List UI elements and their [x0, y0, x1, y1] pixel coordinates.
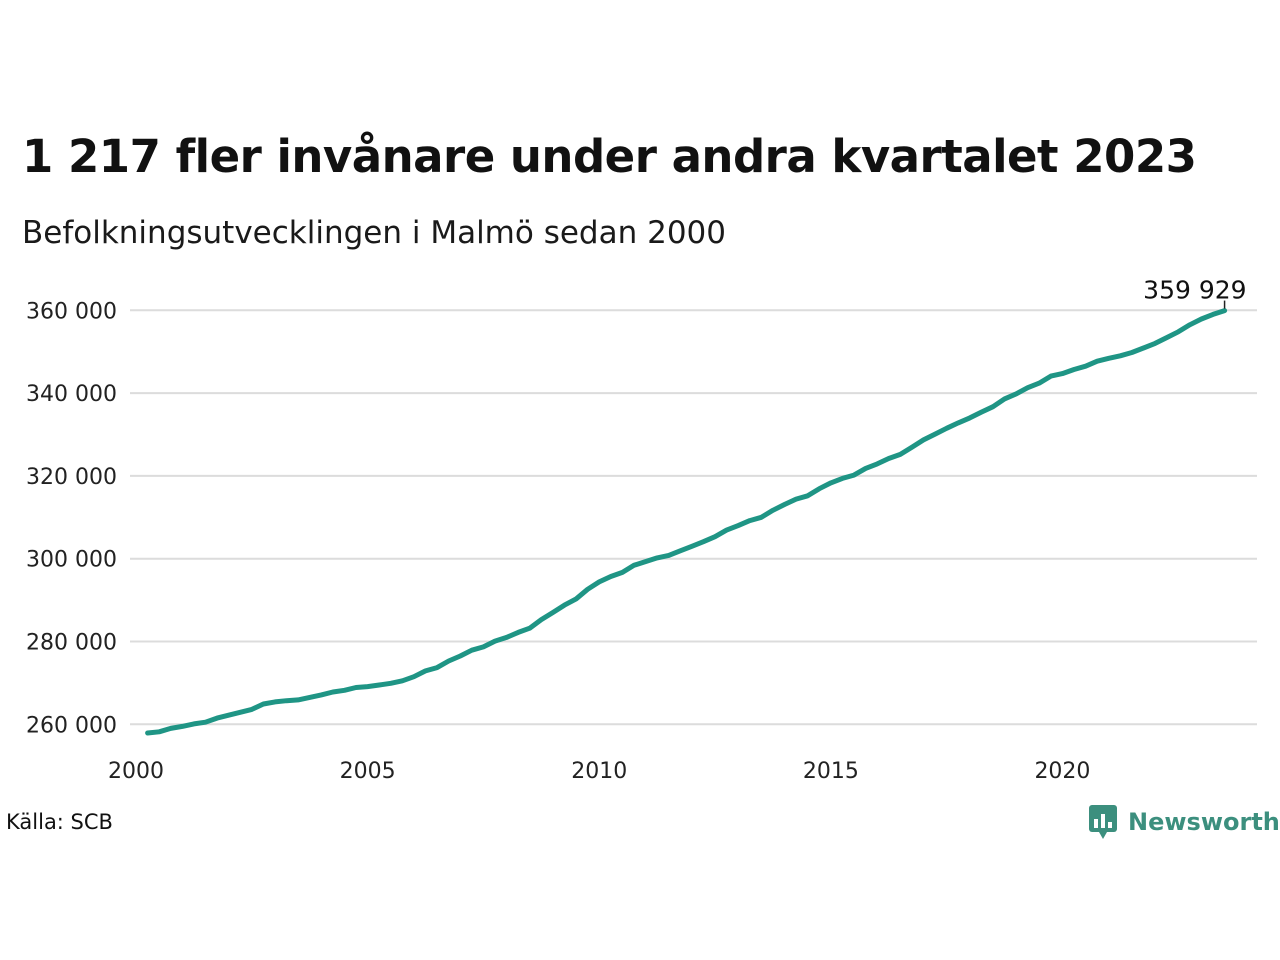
end-value-label: 359 929 — [1143, 276, 1246, 305]
brand-logo[interactable]: Newsworthy — [1088, 804, 1280, 840]
series-line — [145, 308, 1228, 736]
newsworthy-logo-icon — [1089, 805, 1117, 839]
y-tick-label: 360 000 — [26, 299, 117, 324]
y-tick-label: 280 000 — [26, 630, 117, 655]
x-tick-label: 2000 — [108, 759, 164, 784]
x-tick-label: 2015 — [803, 759, 859, 784]
x-tick-label: 2010 — [571, 759, 627, 784]
chart-subtitle: Befolkningsutvecklingen i Malmö sedan 20… — [22, 215, 726, 251]
brand-name: Newsworthy — [1128, 808, 1280, 836]
y-tick-label: 260 000 — [26, 713, 117, 738]
x-tick-label: 2020 — [1034, 759, 1090, 784]
y-tick-label: 340 000 — [26, 382, 117, 407]
source-label: Källa: SCB — [6, 810, 113, 834]
y-tick-label: 320 000 — [26, 465, 117, 490]
x-tick-label: 2005 — [340, 759, 396, 784]
chart-title: 1 217 fler invånare under andra kvartale… — [22, 130, 1197, 183]
y-tick-label: 300 000 — [26, 548, 117, 573]
